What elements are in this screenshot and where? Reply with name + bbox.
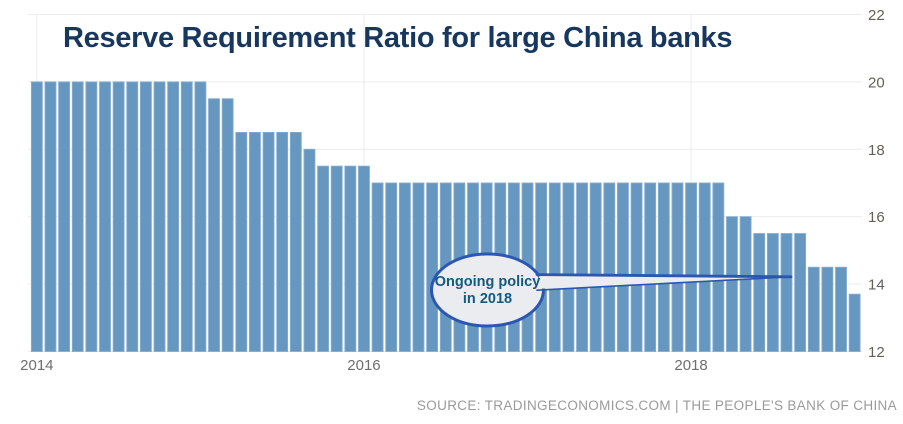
y-tick-label: 12 [868, 344, 885, 361]
bar [85, 81, 98, 352]
bar [153, 81, 166, 352]
bar [194, 81, 207, 352]
bar [807, 266, 820, 352]
bar [221, 98, 234, 352]
bar [739, 216, 752, 352]
y-tick-label: 20 [868, 74, 885, 91]
bar [249, 131, 261, 352]
bar [535, 182, 548, 352]
x-tick-label: 2014 [20, 357, 53, 374]
bar [112, 81, 125, 352]
bar [576, 182, 588, 352]
bar [289, 131, 302, 352]
chart-title: Reserve Requirement Ratio for large Chin… [63, 22, 733, 54]
bar [698, 182, 711, 352]
bar [630, 182, 643, 352]
y-tick-label: 14 [868, 277, 885, 294]
bar [671, 182, 684, 352]
bar [208, 98, 220, 352]
bar [726, 216, 738, 352]
bar [821, 266, 834, 352]
bar [780, 233, 793, 352]
bar [358, 165, 370, 352]
bar [766, 233, 779, 352]
bar [317, 165, 329, 352]
y-tick-label: 22 [868, 7, 885, 24]
bar [794, 233, 807, 352]
bar [303, 148, 316, 352]
bar [58, 81, 71, 352]
bar [235, 131, 248, 352]
bar [262, 131, 275, 352]
bar [371, 182, 384, 352]
x-tick-label: 2016 [347, 357, 380, 374]
bar [139, 81, 152, 352]
bar [548, 182, 561, 352]
bar [126, 81, 139, 352]
bar [835, 266, 847, 352]
y-tick-label: 18 [868, 142, 885, 159]
y-tick-label: 16 [868, 209, 885, 226]
bar [167, 81, 180, 352]
bar [30, 81, 43, 352]
bar [657, 182, 670, 352]
callout-text-line2: in 2018 [463, 291, 512, 307]
callout-bubble [430, 252, 545, 328]
bar [617, 182, 629, 352]
bar [589, 182, 602, 352]
bar [644, 182, 657, 352]
callout-text-line1: Ongoing policy [435, 274, 541, 290]
bar [71, 81, 84, 352]
source-attribution: SOURCE: TRADINGECONOMICS.COM | THE PEOPL… [416, 398, 897, 413]
bar [562, 182, 575, 352]
bar [99, 81, 111, 352]
callout-tail-top-edge [535, 273, 793, 279]
bar [712, 182, 725, 352]
bar [603, 182, 616, 352]
bar [385, 182, 398, 352]
bar [753, 233, 766, 352]
x-tick-label: 2018 [674, 357, 707, 374]
bar [344, 165, 357, 352]
bar [426, 182, 439, 352]
bar [685, 182, 697, 352]
bar [180, 81, 193, 352]
bar [398, 182, 411, 352]
bar [330, 165, 343, 352]
bar [412, 182, 425, 352]
bar [44, 81, 57, 352]
bar [276, 131, 289, 352]
bar [848, 293, 861, 352]
callout-tail-bottom-edge [536, 275, 792, 292]
